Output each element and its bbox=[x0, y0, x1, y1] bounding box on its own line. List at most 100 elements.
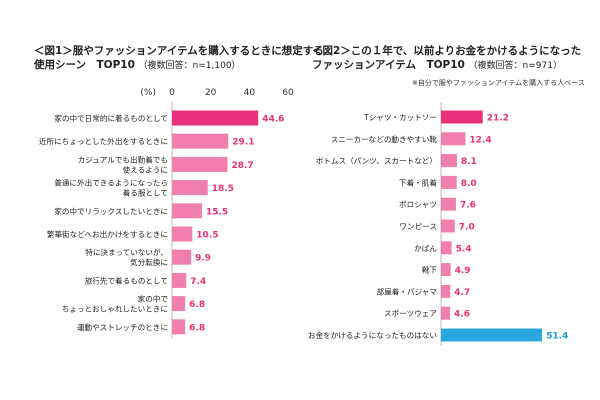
chart-right-data-label: 4.6 bbox=[454, 310, 470, 320]
chart-left-title-line2: 使用シーン TOP10 bbox=[34, 59, 135, 71]
chart-left-category-label: カジュアルでも出勤着でも使えるように bbox=[78, 154, 168, 174]
chart-left-category-label-line: ちょっとおしゃれしたいときに bbox=[62, 305, 168, 314]
chart-left-bar bbox=[172, 249, 192, 265]
chart-right-category-label-line: かばん bbox=[414, 244, 437, 253]
chart-left-bar bbox=[172, 296, 186, 312]
chart-left-category-label-line: 旅行先で着るものとして bbox=[85, 275, 168, 285]
chart-left-data-label: 15.5 bbox=[206, 207, 228, 217]
chart-left-bar bbox=[172, 133, 229, 149]
chart-right-bar bbox=[441, 110, 483, 124]
chart-left-bar bbox=[172, 110, 259, 126]
chart-right-category-label: 下着・肌着 bbox=[399, 177, 437, 187]
chart-left-category-label-line: 着る服として bbox=[123, 188, 168, 198]
chart-left-plot: (%) 0 20 40 60 44.6 家の中で日常的に着るものとして 29.1 近所にちょっと… bbox=[39, 88, 294, 339]
chart-left-category-label-line: 普通に外出できるようになったら bbox=[54, 178, 168, 188]
chart-right-bar bbox=[441, 175, 457, 189]
chart-right-category-label-line: お金をかけるようになったものはない bbox=[308, 330, 437, 340]
chart-right-data-label: 8.1 bbox=[461, 157, 477, 167]
chart-left-data-label: 6.8 bbox=[189, 300, 205, 310]
chart-left-tick-label: 20 bbox=[205, 88, 217, 98]
chart-left-category-label: 旅行先で着るものとして bbox=[85, 275, 168, 285]
chart-right-bar bbox=[441, 132, 466, 146]
chart-left-data-label: 6.8 bbox=[189, 323, 205, 333]
chart-right-title-line1: ＜図2＞この１年で、以前よりお金をかけるようになった bbox=[312, 45, 582, 57]
chart-right-category-label: 靴下 bbox=[422, 265, 438, 275]
chart-right-category-label-line: 下着・肌着 bbox=[399, 177, 437, 187]
chart-left-tick-label: 0 bbox=[169, 88, 175, 98]
chart-right-subtitle: （複数回答：n=971） bbox=[468, 61, 562, 71]
chart-left-category-label-line: 運動やストレッチのときに bbox=[77, 323, 168, 332]
chart-right-data-label: 21.2 bbox=[487, 114, 509, 124]
chart-left-category-label: 普通に外出できるようになったら着る服として bbox=[54, 178, 168, 198]
chart-left-data-label: 44.6 bbox=[262, 115, 284, 125]
chart-left-bar bbox=[172, 203, 202, 219]
chart-left-bar bbox=[172, 272, 187, 288]
chart-left-data-label: 28.7 bbox=[231, 161, 253, 171]
chart-right-bar bbox=[441, 241, 452, 255]
chart-left-title: ＜図1＞服やファッションアイテムを購入するときに想定する 使用シーン TOP10… bbox=[34, 44, 324, 73]
chart-right-category-label-line: ポロシャツ bbox=[399, 200, 437, 209]
chart-left-category-label: 繁華街などへお出かけをするときに bbox=[47, 229, 168, 239]
chart-left-category-label-line: 繁華街などへお出かけをするときに bbox=[47, 229, 168, 239]
chart-right-bar bbox=[441, 154, 457, 168]
chart-right-bar bbox=[441, 263, 451, 277]
chart-left-category-label-line: 特に決まっていないが、 bbox=[85, 247, 168, 257]
chart-right-data-label: 12.4 bbox=[469, 135, 491, 145]
chart-right-title-line2: ファッションアイテム TOP10 bbox=[312, 59, 465, 71]
chart-left: ＜図1＞服やファッションアイテムを購入するときに想定する 使用シーン TOP10… bbox=[34, 45, 324, 339]
chart-left-category-label: 特に決まっていないが、気分転換に bbox=[85, 247, 168, 267]
chart-left-category-label: 家の中で日常的に着るものとして bbox=[54, 113, 168, 123]
chart-left-category-label-line: 使えるように bbox=[123, 164, 168, 174]
chart-right-data-label: 7.6 bbox=[460, 201, 476, 211]
chart-left-category-label-line: 家の中で日常的に着るものとして bbox=[54, 113, 168, 123]
chart-right-category-label-line: 靴下 bbox=[422, 265, 438, 275]
chart-left-title-line1: ＜図1＞服やファッションアイテムを購入するときに想定する bbox=[34, 45, 324, 57]
chart-left-subtitle: （複数回答：n=1,100） bbox=[138, 61, 241, 71]
chart-left-category-label: 近所にちょっとした外出をするときに bbox=[39, 136, 168, 146]
chart-right-category-label: お金をかけるようになったものはない bbox=[308, 330, 437, 340]
chart-left-data-label: 18.5 bbox=[212, 184, 234, 194]
chart-left-bar bbox=[172, 226, 193, 242]
chart-right-title: ＜図2＞この１年で、以前よりお金をかけるようになった ファッションアイテム TO… bbox=[312, 44, 581, 73]
chart-left-bar bbox=[172, 180, 208, 196]
chart-right-category-label-line: Tシャツ・カットソー bbox=[363, 113, 437, 122]
chart-left-bar bbox=[172, 156, 228, 172]
chart-left-unit-label: (%) bbox=[140, 88, 156, 98]
chart-right-plot: 21.2 Tシャツ・カットソー 12.4 スニーカーなどの動きやすい靴 8.1 ボトムス（… bbox=[308, 102, 568, 346]
chart-right-data-label: 4.9 bbox=[455, 266, 471, 276]
chart-right-category-label: スポーツウェア bbox=[384, 309, 437, 318]
chart-left-category-label-line: 近所にちょっとした外出をするときに bbox=[39, 136, 168, 146]
chart-right-category-label-line: ボトムス（パンツ、スカートなど） bbox=[316, 157, 437, 166]
chart-left-category-label-line: 家の中で bbox=[138, 294, 169, 304]
chart-left-category-label-line: 家の中でリラックスしたいときに bbox=[54, 206, 168, 216]
chart-left-tick-label: 40 bbox=[244, 88, 256, 98]
chart-right-bar bbox=[441, 219, 455, 233]
chart-right: ＜図2＞この１年で、以前よりお金をかけるようになった ファッションアイテム TO… bbox=[300, 0, 600, 400]
chart-right-category-label: ワンピース bbox=[399, 222, 437, 231]
chart-left-category-label: 運動やストレッチのときに bbox=[77, 323, 168, 332]
chart-right-data-label: 7.0 bbox=[459, 223, 475, 233]
chart-left-data-label: 29.1 bbox=[232, 138, 254, 148]
chart-left-data-label: 10.5 bbox=[196, 231, 218, 241]
chart-right-note: ※自分で服やファッションアイテムを購入する人ベース bbox=[412, 79, 585, 87]
chart-right-bar bbox=[441, 284, 451, 298]
chart-right-bar bbox=[441, 306, 451, 320]
chart-left-category-label: 家の中でちょっとおしゃれしたいときに bbox=[62, 294, 169, 314]
chart-right-category-label-line: 部屋着・パジャマ bbox=[377, 286, 438, 296]
chart-left-title-line2-row: 使用シーン TOP10 （複数回答：n=1,100） bbox=[34, 58, 324, 73]
chart-right-category-label: 部屋着・パジャマ bbox=[377, 286, 438, 296]
chart-left-data-label: 7.4 bbox=[190, 277, 206, 287]
chart-left-bar bbox=[172, 319, 186, 335]
chart-right-title-line2-row: ファッションアイテム TOP10 （複数回答：n=971） bbox=[312, 58, 581, 73]
chart-right-bar bbox=[441, 197, 456, 211]
chart-right-data-label: 5.4 bbox=[456, 244, 472, 254]
chart-right-data-label: 51.4 bbox=[546, 332, 568, 342]
chart-left-category-label-line: カジュアルでも出勤着でも bbox=[78, 154, 168, 164]
chart-right-bar bbox=[441, 328, 543, 342]
chart-right-category-label-line: ワンピース bbox=[399, 222, 437, 231]
chart-left-category-label-line: 気分転換に bbox=[130, 257, 168, 267]
chart-right-category-label: スニーカーなどの動きやすい靴 bbox=[331, 134, 438, 144]
chart-right-category-label: ボトムス（パンツ、スカートなど） bbox=[316, 157, 437, 166]
chart-left-category-label: 家の中でリラックスしたいときに bbox=[54, 206, 168, 216]
chart-left-tick-label: 60 bbox=[282, 88, 294, 98]
